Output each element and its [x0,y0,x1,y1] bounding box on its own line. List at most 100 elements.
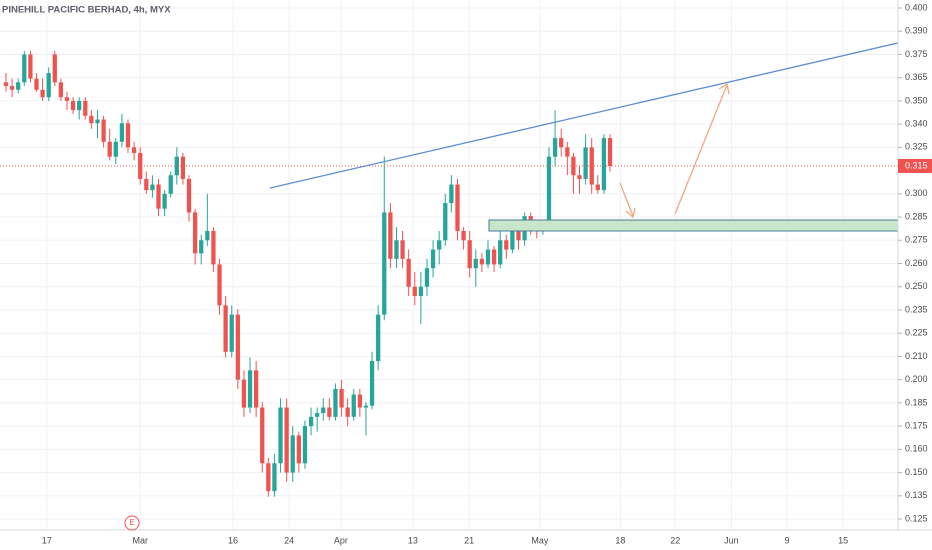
candle-body [119,123,125,142]
earnings-marker[interactable] [124,515,140,531]
candle-body [583,147,588,179]
candle-body [546,156,552,228]
candle-body [205,230,210,241]
candle-body [241,379,247,408]
arrow-down [619,182,634,217]
candle-body [363,405,369,408]
candle-body [107,141,112,157]
x-tick-label: 16 [228,535,238,545]
candle-body [138,152,143,179]
candle-body [186,178,192,213]
candle-body [485,249,491,265]
candle-body [223,305,228,352]
grid [0,0,898,530]
x-tick-label: May [531,535,549,545]
candle-body [400,240,405,259]
candle-body [40,89,45,98]
candle-body [467,240,472,269]
candle-body [308,416,314,427]
candle-body [369,361,375,406]
candle-body [217,264,222,306]
x-tick-label: 18 [615,535,625,545]
candle-body [473,258,478,269]
projection-arrows [619,82,730,219]
y-tick-label: 0.260 [905,258,928,268]
candle-body [491,249,497,265]
y-tick-label: 0.285 [905,211,928,221]
candle-body [58,82,64,98]
x-tick-label: 21 [464,535,474,545]
y-tick-label: 0.175 [905,420,928,430]
candle-body [376,314,381,362]
candles [0,50,898,497]
candle-body [254,370,259,408]
candle-body [9,86,15,90]
y-tick-label: 0.365 [905,72,928,82]
x-tick-label: Apr [334,535,348,545]
last-price-tag [898,158,932,173]
candle-body [424,268,430,287]
candle-body [302,426,308,464]
candle-body [125,123,131,148]
candle-body [351,394,356,417]
y-tick-label: 0.135 [905,490,928,500]
candle-body [174,156,179,176]
candle-body [455,184,460,231]
candle-body [272,463,277,492]
candle-body [461,230,466,241]
y-tick-label: 0.225 [905,328,928,338]
candle-body [266,463,271,492]
y-tick-label: 0.375 [905,49,928,59]
earnings-label: E [129,518,134,527]
y-tick-label: 0.350 [905,95,928,105]
y-tick-label: 0.150 [905,467,928,477]
candle-body [601,138,607,191]
x-tick-label: 22 [670,535,680,545]
candle-body [449,184,454,204]
candle-body [321,407,326,414]
y-tick-label: 0.235 [905,304,928,314]
candle-body [46,73,51,98]
candle-body [28,54,33,79]
candle-body [89,115,94,124]
candle-body [162,193,167,209]
candle-body [412,286,417,297]
candle-body [504,240,509,250]
y-tick-label: 0.390 [905,26,928,36]
candle-body [247,370,253,408]
candle-body [3,82,9,87]
candle-body [180,156,186,179]
candle-body [70,100,76,111]
candle-body [64,97,70,101]
y-tick-label: 0.125 [905,513,928,523]
candle-body [278,407,283,464]
x-tick-label: Jun [724,535,739,545]
x-tick-label: 9 [784,535,789,545]
candle-body [52,54,57,83]
y-tick-label: 0.275 [905,235,928,245]
support-zone [488,219,899,232]
candle-body [83,100,88,116]
arrow-head [718,82,730,95]
candle-body [333,388,338,417]
candle-body [16,82,21,90]
x-tick-label: Mar [132,535,148,545]
y-tick-label: 0.185 [905,397,928,407]
candle-body [595,184,600,191]
y-tick-label: 0.160 [905,444,928,454]
x-tick-label: 13 [408,535,418,545]
y-tick-label: 0.210 [905,351,928,361]
candle-body [315,413,320,417]
candle-body [339,388,344,408]
candle-body [131,147,137,153]
candle-body [565,147,570,157]
arrow-head [625,207,636,219]
y-tick-label: 0.250 [905,281,928,291]
candle-body [498,240,503,265]
trend-line [269,42,899,189]
candle-body [34,78,39,90]
y-tick-label: 0.200 [905,374,928,384]
candle-body [296,435,301,464]
candle-body [479,258,485,265]
